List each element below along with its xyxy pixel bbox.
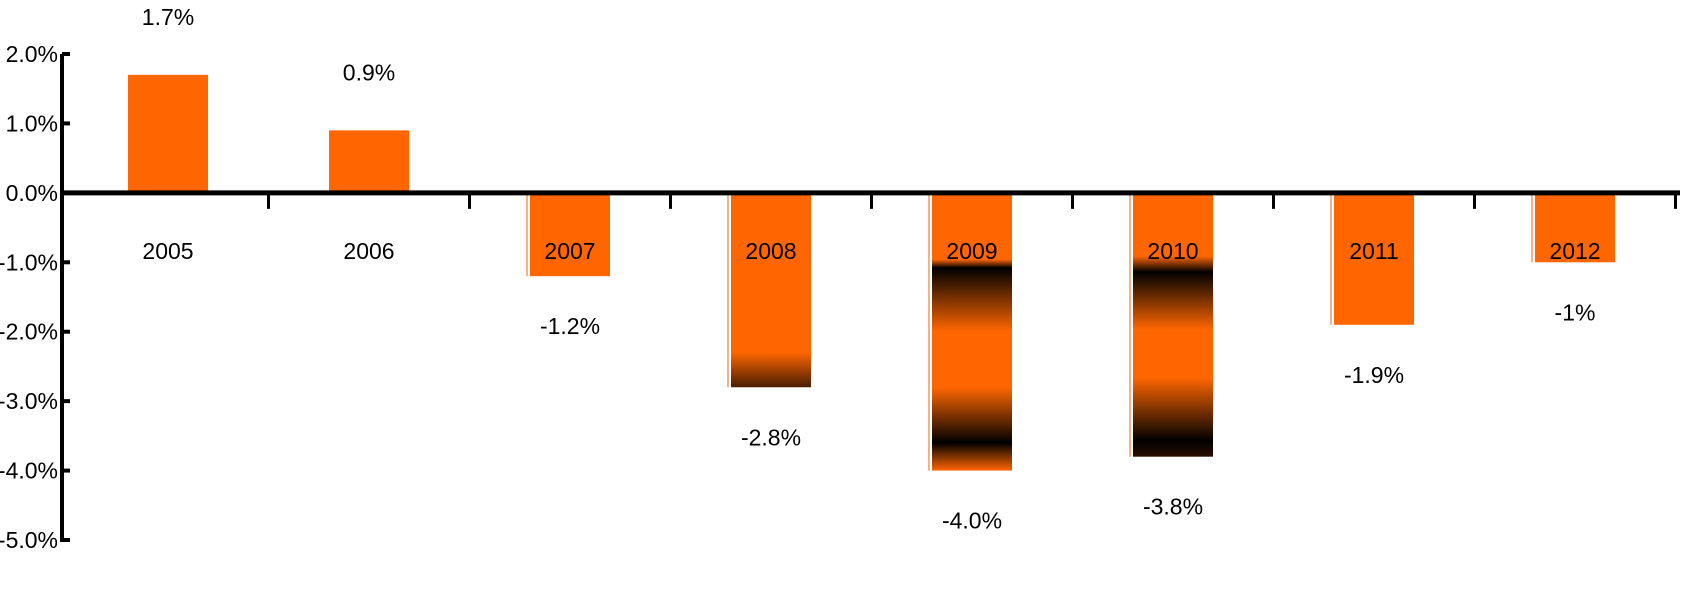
category-label: 2008 (745, 238, 796, 264)
y-tick-label: -2.0% (0, 319, 58, 345)
y-tick-label: -1.0% (0, 249, 58, 275)
y-tick-label: -5.0% (0, 527, 58, 553)
y-axis: 2.0% 1.0% 0.0% -1.0% -2.0% -3.0% -4.0% -5.0% (0, 41, 70, 553)
bar-2012 (1535, 192, 1615, 263)
bar-edge-2012 (1531, 192, 1533, 263)
data-label: 1.7% (142, 4, 194, 30)
bar-edge-2010 (1129, 192, 1131, 457)
category-label: 2007 (544, 238, 595, 264)
bar-2011 (1334, 192, 1414, 325)
category-label: 2005 (142, 238, 193, 264)
y-tick-label: -4.0% (0, 458, 58, 484)
data-label: -1.9% (1344, 362, 1404, 388)
data-label: -1% (1555, 299, 1596, 325)
bar-2007 (530, 192, 610, 277)
bar-2005 (128, 74, 208, 193)
bar-2009 (932, 192, 1012, 471)
category-label: 2009 (946, 238, 997, 264)
y-tick-label: -3.0% (0, 388, 58, 414)
data-label: -3.8% (1143, 494, 1203, 520)
category-label: 2011 (1349, 238, 1398, 264)
y-tick-label: 1.0% (6, 110, 58, 136)
bar-edge-2008 (727, 192, 729, 388)
data-label: -4.0% (942, 508, 1002, 534)
data-label: 0.9% (343, 59, 395, 85)
category-label: 2010 (1147, 238, 1198, 264)
category-label: 2012 (1549, 238, 1600, 264)
bar-edge-2011 (1330, 192, 1332, 325)
category-label: 2006 (343, 238, 394, 264)
data-label: -1.2% (540, 313, 600, 339)
data-labels: 1.7% 0.9% -1.2% -2.8% -4.0% -3.8% -1.9% -1% (142, 4, 1596, 534)
y-tick-label: 2.0% (6, 41, 58, 67)
y-tick-label: 0.0% (6, 180, 58, 206)
bar-edge-2007 (526, 192, 528, 277)
x-axis (62, 190, 1680, 209)
data-label: -2.8% (741, 424, 801, 450)
category-labels: 2005 2006 2007 2008 2009 2010 2011 2012 (142, 238, 1600, 264)
bar-edge-2009 (928, 192, 930, 471)
bars (128, 74, 1615, 471)
bar-2006 (329, 130, 409, 193)
bar-2008 (731, 192, 811, 388)
bar-2010 (1133, 192, 1213, 457)
